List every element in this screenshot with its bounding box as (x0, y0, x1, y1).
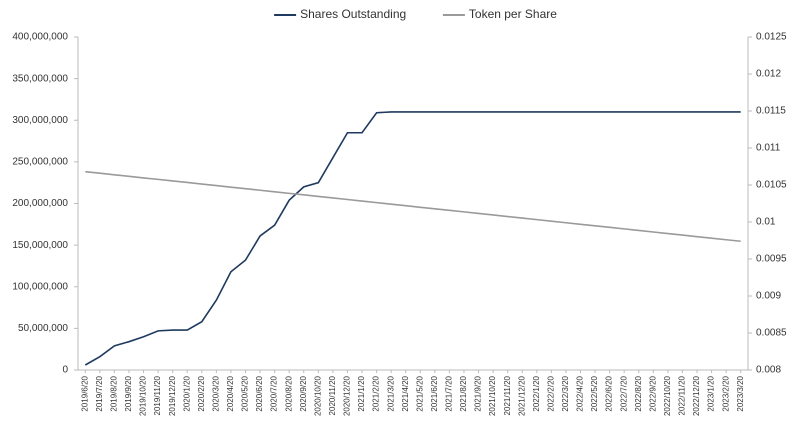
x-tick-label: 2019/7/20 (95, 375, 104, 411)
y-tick-label: 100,000,000 (12, 281, 68, 292)
x-tick-label: 2020/9/20 (299, 375, 308, 411)
x-tick-label: 2021/8/20 (459, 375, 468, 411)
y-tick-label: 0 (62, 365, 68, 376)
x-tick-label: 2022/7/20 (619, 375, 628, 411)
y-tick-label: 50,000,000 (18, 323, 68, 334)
y2-tick-label: 0.0085 (756, 328, 787, 339)
y2-tick-label: 0.01 (756, 217, 776, 228)
x-tick-label: 2021/5/20 (415, 375, 424, 411)
y-tick-label: 150,000,000 (12, 240, 68, 251)
x-tick-label: 2020/12/20 (343, 375, 352, 416)
x-tick-label: 2022/2/20 (546, 375, 555, 411)
legend: Shares Outstanding Token per Share (274, 7, 557, 21)
x-tick-label: 2022/9/20 (648, 375, 657, 411)
x-tick-label: 2021/3/20 (386, 375, 395, 411)
x-tick-label: 2021/6/20 (430, 375, 439, 411)
legend-label: Shares Outstanding (300, 7, 406, 21)
x-tick-label: 2021/12/20 (517, 375, 526, 416)
y2-tick-label: 0.0095 (756, 254, 787, 265)
x-tick-label: 2020/7/20 (270, 375, 279, 411)
y2-tick-label: 0.008 (756, 365, 781, 376)
x-tick-label: 2021/2/20 (372, 375, 381, 411)
x-tick-label: 2020/2/20 (197, 375, 206, 411)
x-tick-label: 2022/6/20 (605, 375, 614, 411)
x-tick-label: 2021/7/20 (445, 375, 454, 411)
y-tick-label: 300,000,000 (12, 115, 68, 126)
series-line (84, 111, 741, 366)
x-tick-label: 2020/6/20 (255, 375, 264, 411)
x-tick-label: 2021/1/20 (357, 375, 366, 411)
y2-tick-label: 0.0105 (756, 180, 787, 191)
x-tick-label: 2019/8/20 (110, 375, 119, 411)
x-tick-label: 2020/8/20 (284, 375, 293, 411)
y2-tick-label: 0.0115 (756, 106, 786, 117)
y-tick-label: 350,000,000 (12, 73, 68, 84)
x-tick-label: 2019/11/20 (153, 375, 162, 415)
x-tick-label: 2022/10/20 (663, 375, 672, 416)
x-tick-label: 2022/1/20 (532, 375, 541, 411)
x-tick-label: 2021/4/20 (401, 375, 410, 411)
x-tick-label: 2019/10/20 (139, 375, 148, 416)
x-tick-label: 2022/11/20 (678, 375, 687, 415)
x-tick-label: 2019/9/20 (124, 375, 133, 411)
y2-tick-label: 0.009 (756, 291, 781, 302)
x-tick-label: 2020/11/20 (328, 375, 337, 415)
x-tick-label: 2021/11/20 (503, 375, 512, 415)
x-tick-label: 2023/3/20 (736, 375, 745, 411)
y-tick-label: 250,000,000 (12, 157, 68, 168)
y2-tick-label: 0.011 (756, 143, 781, 154)
x-tick-label: 2020/3/20 (211, 375, 220, 411)
x-tick-label: 2019/6/20 (80, 375, 89, 411)
x-tick-label: 2021/10/20 (488, 375, 497, 416)
x-tick-label: 2020/10/20 (313, 375, 322, 416)
x-tick-label: 2022/12/20 (692, 375, 701, 416)
legend-label: Token per Share (469, 7, 557, 21)
x-tick-label: 2023/2/20 (721, 375, 730, 411)
y-tick-label: 200,000,000 (12, 198, 68, 209)
x-tick-label: 2020/1/20 (182, 375, 191, 411)
x-tick-label: 2022/4/20 (576, 375, 585, 411)
x-tick-label: 2022/3/20 (561, 375, 570, 411)
y-tick-label: 400,000,000 (12, 32, 68, 43)
x-tick-label: 2020/4/20 (226, 375, 235, 411)
x-tick-label: 2023/1/20 (707, 375, 716, 411)
series-line (85, 170, 741, 243)
x-tick-label: 2022/8/20 (634, 375, 643, 411)
y2-tick-label: 0.012 (756, 69, 781, 80)
x-tick-label: 2022/5/20 (590, 375, 599, 411)
x-tick-label: 2019/12/20 (168, 375, 177, 416)
x-tick-label: 2021/9/20 (474, 375, 483, 411)
x-tick-label: 2020/5/20 (241, 375, 250, 411)
y2-tick-label: 0.0125 (756, 32, 787, 43)
